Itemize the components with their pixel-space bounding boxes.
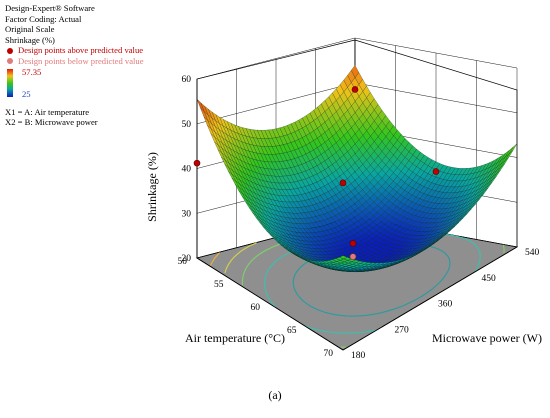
legend-below-label: Design points below predicted value	[18, 56, 144, 67]
colorbar-gradient	[7, 69, 13, 97]
colorbar: 57.35 25	[5, 69, 144, 97]
design-point-above	[340, 180, 346, 186]
x-tick-label: 65	[287, 326, 297, 336]
x-axis-title: Air temperature (°C)	[185, 331, 285, 345]
x-tick-label: 55	[214, 280, 224, 290]
z-axis-title: Shrinkage (%)	[145, 152, 159, 222]
design-point-above	[194, 160, 200, 166]
factor-x1: X1 = A: Air temperature	[5, 107, 144, 118]
z-tick-label: 50	[182, 120, 192, 130]
y-tick-label: 450	[482, 274, 497, 284]
design-point-below	[350, 254, 356, 260]
x-tick-label: 70	[324, 349, 334, 359]
colorbar-min: 25	[22, 89, 31, 100]
z-tick-label: 40	[182, 165, 192, 175]
response-label: Shrinkage (%)	[5, 35, 144, 46]
z-tick-label: 30	[182, 209, 192, 219]
scale-label: Original Scale	[5, 24, 144, 35]
design-point-above	[352, 86, 358, 92]
legend-above-label: Design points above predicted value	[18, 45, 143, 56]
legend-below: Design points below predicted value	[5, 56, 144, 67]
factor-x2: X2 = B: Microwave power	[5, 117, 144, 128]
figure-caption: (a)	[0, 388, 550, 403]
factor-coding-label: Factor Coding: Actual	[5, 14, 144, 25]
x-tick-label: 60	[251, 303, 261, 313]
software-label: Design-Expert® Software	[5, 3, 144, 14]
design-point-above	[433, 169, 439, 175]
colorbar-max: 57.35	[22, 67, 41, 78]
legend-above: Design points above predicted value	[5, 45, 144, 56]
below-point-icon	[7, 58, 13, 64]
x-tick-label: 50	[178, 257, 188, 267]
y-tick-label: 540	[525, 248, 540, 258]
y-tick-label: 180	[351, 351, 366, 361]
design-point-above	[350, 240, 356, 246]
z-tick-label: 60	[182, 75, 192, 85]
y-tick-label: 360	[438, 300, 453, 310]
y-axis-title: Microwave power (W)	[432, 331, 542, 345]
y-tick-label: 270	[395, 325, 410, 335]
plot-info: Design-Expert® Software Factor Coding: A…	[5, 3, 144, 128]
above-point-icon	[7, 48, 13, 54]
